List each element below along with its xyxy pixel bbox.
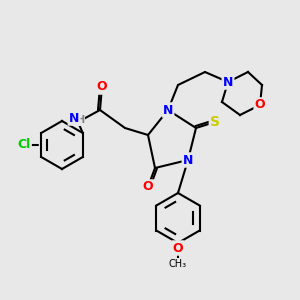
Text: N: N [69,112,79,124]
Text: O: O [255,98,265,112]
Text: O: O [173,242,183,254]
Text: N: N [223,76,233,88]
Text: S: S [210,115,220,129]
Text: H: H [76,115,84,125]
Text: O: O [97,80,107,94]
Text: N: N [163,103,173,116]
Text: N: N [183,154,193,166]
Text: CH₃: CH₃ [169,259,187,269]
Text: Cl: Cl [17,139,31,152]
Text: O: O [143,181,153,194]
